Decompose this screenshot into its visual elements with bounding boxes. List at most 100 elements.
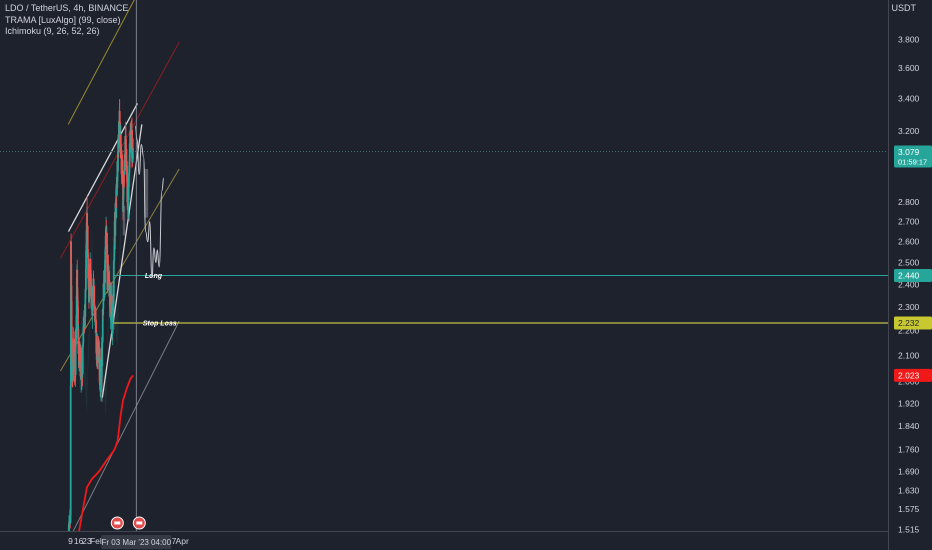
- price-tick-3.800: 3.800: [898, 34, 920, 44]
- candle: [75, 316, 78, 331]
- candle: [98, 347, 101, 350]
- price-badge-long: [894, 269, 932, 283]
- price-tick-1.920: 1.920: [898, 398, 920, 408]
- candle: [127, 176, 130, 188]
- trama-indicator-label[interactable]: TRAMA [LuxAlgo] (99, close): [5, 14, 121, 25]
- candle: [93, 305, 96, 313]
- candle: [111, 304, 114, 333]
- highlight-zone-4: [127, 205, 130, 222]
- candle: [70, 263, 73, 286]
- candle: [74, 341, 77, 376]
- symbol-title[interactable]: LDO / TetherUS, 4h, BINANCE: [5, 3, 129, 13]
- highlight-zone-3: [122, 205, 126, 236]
- candle: [92, 278, 95, 287]
- candle: [81, 348, 84, 374]
- candle: [76, 300, 79, 307]
- highlight-zone-5: [144, 168, 149, 218]
- price-tick-1.690: 1.690: [898, 466, 920, 476]
- candle: [119, 135, 122, 145]
- candle: [101, 343, 103, 367]
- price-tick-2.300: 2.300: [898, 302, 920, 312]
- candle: [75, 330, 78, 341]
- time-tick-13: Apr: [176, 536, 189, 546]
- price-tick-2.800: 2.800: [898, 197, 920, 207]
- candle: [70, 285, 73, 302]
- candle: [77, 338, 80, 344]
- price-tick-2.100: 2.100: [898, 350, 920, 360]
- candle: [84, 289, 87, 300]
- price-tick-2.600: 2.600: [898, 237, 920, 247]
- candle: [107, 263, 109, 269]
- time-tick-1: 9: [68, 536, 73, 546]
- cursor-time-label: Fr 03 Mar '23 04:00: [102, 538, 172, 547]
- candle: [69, 385, 72, 516]
- candle: [86, 213, 89, 233]
- candle: [89, 263, 91, 290]
- price-tick-2.500: 2.500: [898, 258, 920, 268]
- long-level-label: Long: [145, 273, 163, 280]
- candle: [70, 241, 72, 264]
- candle: [85, 268, 87, 291]
- price-tick-1.760: 1.760: [898, 445, 920, 455]
- channel-mid: [59, 168, 180, 372]
- plot-area: Long Stop Loss: [0, 0, 888, 531]
- price-badge-current: [894, 145, 932, 168]
- candle: [115, 189, 118, 218]
- candle: [108, 271, 110, 291]
- candle: [84, 299, 87, 317]
- candle: [76, 269, 79, 288]
- price-tick-3.400: 3.400: [898, 94, 920, 104]
- channel-bottom: [72, 320, 180, 531]
- candle: [114, 220, 117, 236]
- price-unit-label: USDT: [891, 3, 917, 13]
- cursor-time-badge: [101, 535, 172, 549]
- candle: [77, 306, 79, 330]
- price-tick-1.630: 1.630: [898, 486, 920, 496]
- candle: [113, 237, 116, 253]
- support-line: [101, 124, 143, 398]
- candle: [93, 286, 96, 305]
- time-tick-12: 27: [167, 536, 177, 546]
- price-badge-stop-value: 2.232: [898, 318, 920, 328]
- stop-level-label: Stop Loss: [143, 321, 177, 328]
- candle: [117, 151, 119, 172]
- candle: [101, 309, 104, 342]
- projection-path: [134, 125, 165, 279]
- price-badge-current-value: 3.079: [898, 147, 920, 157]
- price-tick-1.840: 1.840: [898, 421, 920, 431]
- trama-line: [78, 374, 134, 531]
- price-tick-2.200: 2.200: [898, 326, 920, 336]
- candle: [69, 515, 72, 523]
- candle: [86, 225, 89, 250]
- price-badge-stop: [894, 316, 932, 330]
- time-tick-2: 16: [74, 536, 84, 546]
- candle: [121, 170, 124, 183]
- ichimoku-indicator-label[interactable]: Ichimoku (9, 26, 52, 26): [5, 26, 100, 36]
- candle: [89, 258, 92, 268]
- time-axis: 91623Feb61320276132027AprFr 03 Mar '23 0…: [68, 516, 189, 549]
- price-tick-2.400: 2.400: [898, 279, 920, 289]
- candle: [131, 129, 133, 158]
- candle: [106, 233, 108, 245]
- candle: [85, 250, 88, 269]
- candle: [132, 148, 135, 150]
- price-badge-long-value: 2.440: [898, 271, 920, 281]
- candle: [70, 301, 73, 326]
- price-tick-1.575: 1.575: [898, 504, 920, 514]
- price-badge-current-countdown: 01:59:17: [898, 158, 927, 167]
- candle: [112, 260, 115, 297]
- candle: [121, 154, 124, 177]
- candle: [127, 187, 130, 201]
- candle: [106, 244, 109, 272]
- candle: [88, 287, 91, 295]
- time-tick-3: 23: [82, 536, 92, 546]
- price-badge-trama-value: 2.023: [898, 370, 920, 380]
- price-tick-3.200: 3.200: [898, 126, 920, 136]
- channel-top: [67, 0, 135, 125]
- candle: [102, 308, 105, 315]
- price-tick-3.600: 3.600: [898, 63, 920, 73]
- candle: [123, 170, 126, 175]
- candle: [126, 165, 128, 183]
